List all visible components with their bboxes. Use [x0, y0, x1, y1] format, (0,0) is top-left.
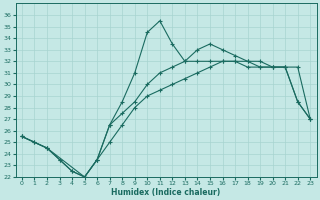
X-axis label: Humidex (Indice chaleur): Humidex (Indice chaleur) [111, 188, 221, 197]
